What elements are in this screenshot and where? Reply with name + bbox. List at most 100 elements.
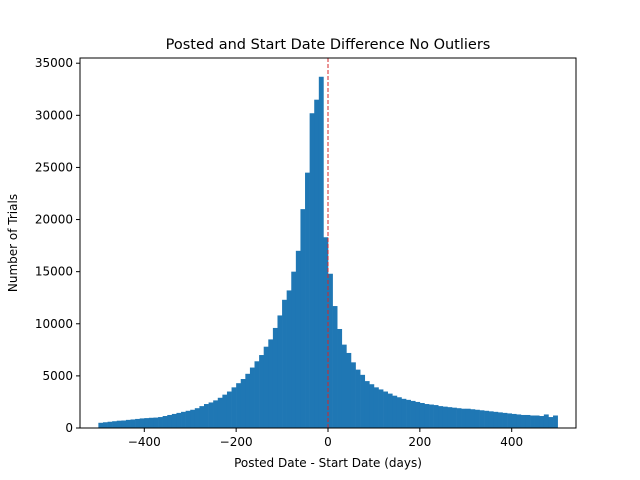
histogram-bar bbox=[171, 413, 177, 428]
histogram-bar bbox=[181, 411, 186, 428]
histogram-bar bbox=[204, 404, 209, 428]
histogram-bar bbox=[530, 415, 535, 428]
histogram-bar bbox=[465, 408, 471, 428]
histogram-bar bbox=[102, 422, 108, 428]
histogram-bar bbox=[548, 417, 554, 428]
x-tick-label: −400 bbox=[128, 435, 161, 449]
histogram-bar bbox=[112, 421, 118, 428]
histogram-bar bbox=[254, 361, 260, 428]
histogram-bar bbox=[328, 273, 333, 428]
histogram-bar bbox=[226, 391, 232, 428]
histogram-bar bbox=[461, 408, 467, 428]
histogram-bar bbox=[415, 401, 421, 428]
histogram-bar bbox=[332, 306, 338, 428]
histogram-bar bbox=[249, 367, 255, 428]
histogram-bar bbox=[162, 416, 168, 428]
histogram-bar bbox=[277, 315, 283, 428]
histogram-bar bbox=[236, 383, 242, 428]
histogram-bar bbox=[378, 389, 384, 428]
histogram-bar bbox=[484, 410, 490, 428]
histogram-bar bbox=[543, 414, 549, 428]
histogram-bar bbox=[199, 406, 205, 428]
histogram-bar bbox=[116, 420, 122, 428]
histogram-bar bbox=[125, 419, 131, 428]
histogram-bar bbox=[107, 421, 113, 428]
histogram-bar bbox=[364, 381, 370, 428]
histogram-bar bbox=[291, 271, 297, 428]
histogram-bar bbox=[300, 209, 306, 428]
y-tick-label: 35000 bbox=[35, 56, 73, 70]
histogram-bar bbox=[497, 412, 503, 428]
histogram-bar bbox=[194, 408, 200, 428]
histogram-bar bbox=[259, 355, 265, 428]
chart-title: Posted and Start Date Difference No Outl… bbox=[166, 37, 491, 53]
histogram-bar bbox=[148, 417, 154, 428]
x-tick-label: 0 bbox=[324, 435, 332, 449]
histogram-bar bbox=[452, 407, 457, 428]
histogram-bar bbox=[272, 327, 278, 428]
histogram-bar bbox=[222, 394, 228, 428]
histogram-bar bbox=[474, 409, 480, 428]
y-tick-label: 20000 bbox=[35, 213, 73, 227]
histogram-bar bbox=[185, 410, 191, 428]
y-tick-label: 0 bbox=[65, 421, 73, 435]
histogram-bar bbox=[438, 406, 444, 428]
histogram-bar bbox=[323, 237, 329, 428]
histogram-bar bbox=[424, 404, 430, 428]
histogram-bar bbox=[539, 416, 545, 428]
histogram-bar bbox=[305, 172, 310, 428]
histogram-bar bbox=[419, 402, 425, 428]
histogram-bar bbox=[135, 418, 141, 428]
histogram-bar bbox=[387, 393, 393, 428]
histogram-bar bbox=[470, 409, 476, 428]
x-axis-label: Posted Date - Start Date (days) bbox=[234, 456, 422, 470]
bars-group bbox=[98, 76, 558, 429]
histogram-bar bbox=[534, 415, 540, 428]
histogram-bar bbox=[456, 408, 462, 428]
histogram-bar bbox=[309, 113, 315, 428]
histogram-bar bbox=[158, 417, 163, 428]
histogram-bar bbox=[553, 415, 558, 428]
y-tick-label: 15000 bbox=[35, 265, 73, 279]
histogram-bar bbox=[502, 412, 508, 428]
histogram-bar bbox=[153, 417, 159, 428]
histogram-bar bbox=[373, 387, 379, 428]
histogram-bar bbox=[245, 373, 251, 428]
histogram-bar bbox=[231, 387, 237, 428]
y-axis-label: Number of Trials bbox=[6, 194, 20, 292]
histogram-bar bbox=[314, 99, 320, 429]
histogram-bar bbox=[516, 414, 522, 428]
histogram-bar bbox=[346, 352, 352, 428]
histogram-bar bbox=[479, 410, 485, 428]
histogram-bar bbox=[240, 379, 246, 428]
histogram-bar bbox=[263, 346, 269, 428]
histogram-bar bbox=[167, 414, 173, 428]
histogram-bar bbox=[360, 374, 366, 428]
histogram-bar bbox=[525, 414, 531, 428]
histogram-bar bbox=[355, 369, 361, 428]
histogram-bar bbox=[176, 412, 182, 428]
histogram-bar bbox=[511, 413, 517, 428]
histogram-bar bbox=[447, 407, 453, 428]
y-tick-label: 25000 bbox=[35, 160, 73, 174]
y-axis-ticks: 0 5000 10000 15000 20000 25000 30000 35000 bbox=[35, 56, 80, 435]
histogram-bar bbox=[341, 344, 347, 428]
histogram-bar bbox=[286, 290, 292, 428]
histogram-bar bbox=[268, 339, 274, 428]
histogram-bar bbox=[208, 402, 214, 428]
x-tick-label: −200 bbox=[220, 435, 253, 449]
histogram-bar bbox=[396, 397, 402, 428]
histogram-bar bbox=[442, 406, 448, 428]
histogram-bar bbox=[98, 422, 104, 428]
histogram-bar bbox=[493, 411, 499, 428]
histogram-bar bbox=[213, 400, 219, 428]
y-tick-label: 5000 bbox=[42, 369, 73, 383]
histogram-bar bbox=[488, 411, 494, 428]
histogram-bar bbox=[318, 76, 324, 429]
histogram-bar bbox=[392, 395, 398, 428]
histogram-bar bbox=[130, 419, 136, 428]
histogram-bar bbox=[383, 391, 389, 428]
histogram-bar bbox=[337, 328, 343, 428]
histogram-bar bbox=[121, 420, 127, 428]
